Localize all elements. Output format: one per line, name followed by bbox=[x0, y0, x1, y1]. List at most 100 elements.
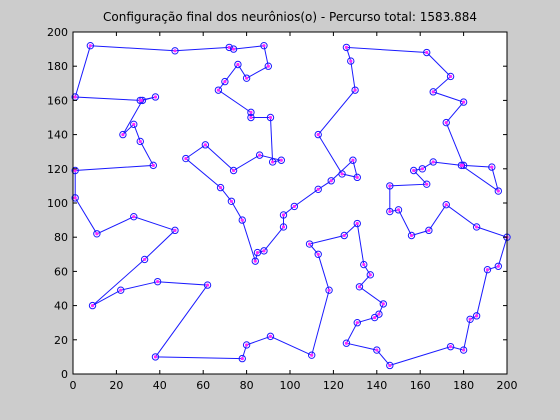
neuron-marker bbox=[483, 265, 492, 274]
neuron-marker bbox=[375, 310, 383, 318]
neuron-marker bbox=[342, 339, 351, 347]
neuron-marker bbox=[201, 141, 210, 149]
neuron-marker bbox=[386, 182, 394, 190]
neuron-marker bbox=[494, 187, 503, 195]
neuron-marker bbox=[214, 86, 223, 94]
neuron-marker bbox=[349, 156, 357, 164]
neuron-marker bbox=[119, 130, 127, 139]
neuron-marker bbox=[238, 216, 246, 224]
neuron-marker bbox=[216, 183, 225, 192]
neuron-marker bbox=[442, 201, 450, 209]
neuron-marker bbox=[149, 161, 157, 170]
neuron-marker bbox=[93, 230, 101, 238]
neuron-marker bbox=[429, 158, 437, 166]
neuron-marker bbox=[290, 202, 299, 211]
neuron-marker bbox=[182, 154, 190, 163]
neuron-marker bbox=[386, 207, 394, 216]
neuron-marker bbox=[407, 231, 416, 240]
neuron-marker bbox=[234, 60, 242, 69]
neuron-marker bbox=[136, 96, 144, 105]
neuron-marker bbox=[386, 361, 394, 370]
neuron-marker bbox=[130, 120, 138, 129]
neuron-marker bbox=[255, 151, 264, 159]
x-tick-label: 60 bbox=[196, 379, 210, 392]
neuron-marker bbox=[418, 165, 427, 173]
x-tick-label: 120 bbox=[323, 379, 344, 392]
x-tick-label: 80 bbox=[240, 379, 254, 392]
neuron-marker bbox=[305, 240, 314, 248]
neuron-marker bbox=[117, 286, 125, 294]
neuron-marker bbox=[227, 197, 236, 205]
neuron-marker bbox=[279, 211, 288, 219]
y-tick-label: 80 bbox=[54, 231, 68, 244]
y-tick-label: 140 bbox=[47, 129, 68, 142]
neuron-marker bbox=[353, 219, 361, 228]
neuron-marker bbox=[314, 250, 322, 259]
neuron-marker bbox=[360, 260, 368, 269]
neuron-marker bbox=[355, 283, 364, 291]
neuron-marker bbox=[238, 354, 246, 363]
neuron-marker bbox=[429, 88, 437, 96]
y-tick-label: 40 bbox=[54, 300, 68, 313]
x-tick-label: 40 bbox=[153, 379, 167, 392]
neuron-marker bbox=[264, 62, 272, 70]
y-tick-label: 100 bbox=[47, 197, 68, 210]
neuron-marker bbox=[351, 86, 359, 94]
neuron-marker bbox=[151, 353, 160, 361]
neuron-marker bbox=[342, 43, 351, 52]
neuron-marker bbox=[366, 271, 374, 279]
y-tick-label: 60 bbox=[54, 265, 68, 278]
y-tick-label: 20 bbox=[54, 334, 68, 347]
x-tick-label: 20 bbox=[109, 379, 123, 392]
neuron-marker bbox=[457, 161, 466, 170]
neuron-marker bbox=[229, 45, 238, 53]
neuron-marker bbox=[268, 158, 277, 166]
neuron-marker bbox=[266, 113, 275, 122]
neuron-marker bbox=[353, 319, 361, 327]
neuron-marker bbox=[71, 166, 79, 175]
neuron-marker bbox=[494, 262, 503, 270]
neuron-marker bbox=[459, 346, 468, 354]
neuron-marker bbox=[203, 281, 212, 289]
neuron-marker bbox=[308, 351, 316, 359]
neuron-marker bbox=[242, 74, 251, 82]
neuron-marker bbox=[266, 332, 275, 341]
neuron-marker bbox=[338, 170, 346, 178]
neuron-marker bbox=[253, 248, 262, 257]
neuron-marker bbox=[86, 41, 95, 50]
neuron-marker bbox=[466, 315, 474, 323]
neuron-marker bbox=[171, 47, 179, 55]
neuron-marker bbox=[242, 341, 251, 349]
neuron-marker bbox=[373, 346, 381, 354]
chart-title: Configuração final dos neurônios(o) - Pe… bbox=[103, 10, 477, 24]
neuron-marker bbox=[442, 118, 450, 127]
neuron-marker bbox=[221, 77, 229, 86]
neuron-marker bbox=[171, 226, 179, 235]
neuron-marker bbox=[314, 185, 322, 194]
neuron-marker bbox=[425, 226, 433, 235]
neuron-marker bbox=[260, 247, 268, 255]
neuron-marker bbox=[409, 166, 418, 175]
neuron-marker bbox=[379, 300, 388, 308]
neuron-marker bbox=[347, 57, 355, 65]
neuron-marker bbox=[247, 113, 255, 122]
neuron-marker bbox=[325, 286, 333, 294]
neuron-marker bbox=[88, 301, 97, 310]
neuron-marker bbox=[136, 137, 144, 146]
neuron-marker bbox=[251, 257, 259, 265]
x-tick-label: 100 bbox=[280, 379, 301, 392]
neuron-marker bbox=[71, 194, 79, 202]
neuron-marker bbox=[260, 41, 268, 50]
neuron-marker bbox=[314, 130, 322, 139]
neuron-marker bbox=[277, 156, 286, 164]
y-tick-label: 160 bbox=[47, 94, 68, 107]
neuron-marker bbox=[446, 342, 455, 351]
x-tick-label: 0 bbox=[70, 379, 77, 392]
neuron-marker bbox=[423, 180, 431, 188]
neuron-marker bbox=[140, 255, 149, 264]
x-tick-label: 140 bbox=[366, 379, 387, 392]
y-tick-label: 200 bbox=[47, 26, 68, 39]
neuron-marker bbox=[151, 93, 160, 101]
